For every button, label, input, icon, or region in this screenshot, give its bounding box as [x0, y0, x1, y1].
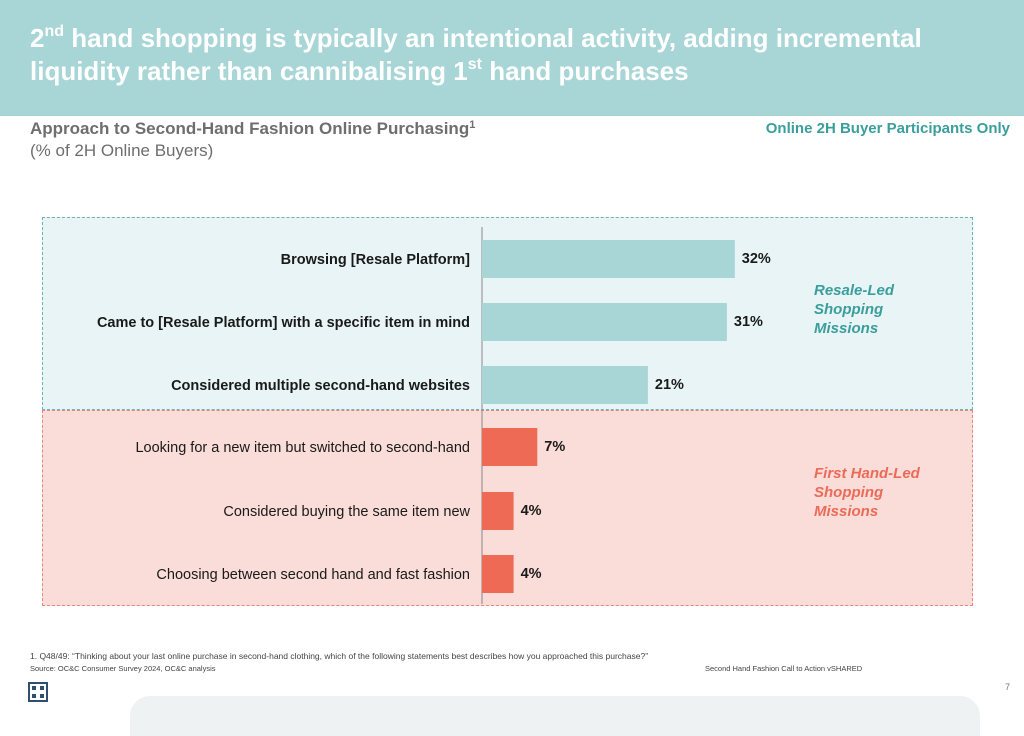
category-label-4: Considered buying the same item new: [223, 504, 470, 520]
oc-and-c-logo-icon: [28, 682, 48, 702]
bar-5: [482, 555, 514, 593]
value-label-0: 32%: [742, 251, 771, 267]
footnote: 1. Q48/49: “Thinking about your last onl…: [30, 651, 649, 661]
title-part: hand shopping is typically an intentiona…: [30, 23, 922, 86]
bar-2: [482, 366, 648, 404]
title-superscript: nd: [44, 23, 65, 40]
value-label-5: 4%: [521, 566, 542, 582]
group-label-resale-led: Resale-Led Shopping Missions: [814, 282, 895, 337]
page-number: 7: [1004, 682, 1010, 692]
page-title: 2nd hand shopping is typically an intent…: [30, 22, 990, 88]
title-superscript: st: [467, 56, 482, 73]
chart-title-text: Approach to Second-Hand Fashion Online P…: [30, 119, 470, 138]
value-label-1: 31%: [734, 314, 763, 330]
value-label-4: 4%: [521, 503, 542, 519]
category-label-0: Browsing [Resale Platform]: [281, 252, 471, 268]
bar-4: [482, 492, 514, 530]
category-label-1: Came to [Resale Platform] with a specifi…: [97, 315, 470, 331]
chart-title-footnote-ref: 1: [469, 119, 476, 131]
title-part: hand purchases: [481, 56, 689, 86]
category-label-2: Considered multiple second-hand websites: [171, 378, 470, 394]
document-reference: Second Hand Fashion Call to Action vSHAR…: [705, 664, 863, 673]
source-note: Source: OC&C Consumer Survey 2024, OC&C …: [30, 664, 216, 673]
value-label-3: 7%: [544, 439, 565, 455]
bar-1: [482, 303, 727, 341]
group-label-first-hand-led: First Hand-Led Shopping Missions: [814, 465, 920, 520]
title-part: 2: [30, 23, 45, 53]
value-label-2: 21%: [655, 377, 684, 393]
decorative-footer-shape: [130, 696, 980, 736]
bar-0: [482, 240, 735, 278]
category-label-5: Choosing between second hand and fast fa…: [156, 567, 470, 583]
chart-subtitle: (% of 2H Online Buyers): [30, 141, 214, 160]
base-note: Online 2H Buyer Participants Only: [765, 120, 1010, 137]
bar-3: [482, 428, 538, 466]
bar-chart: Browsing [Resale Platform] 32% Came to [Re…: [97, 227, 771, 604]
chart-title: Approach to Second-Hand Fashion Online P…: [30, 119, 475, 139]
title-banner: 2nd hand shopping is typically an intent…: [0, 0, 1024, 116]
category-label-3: Looking for a new item but switched to s…: [135, 440, 470, 456]
